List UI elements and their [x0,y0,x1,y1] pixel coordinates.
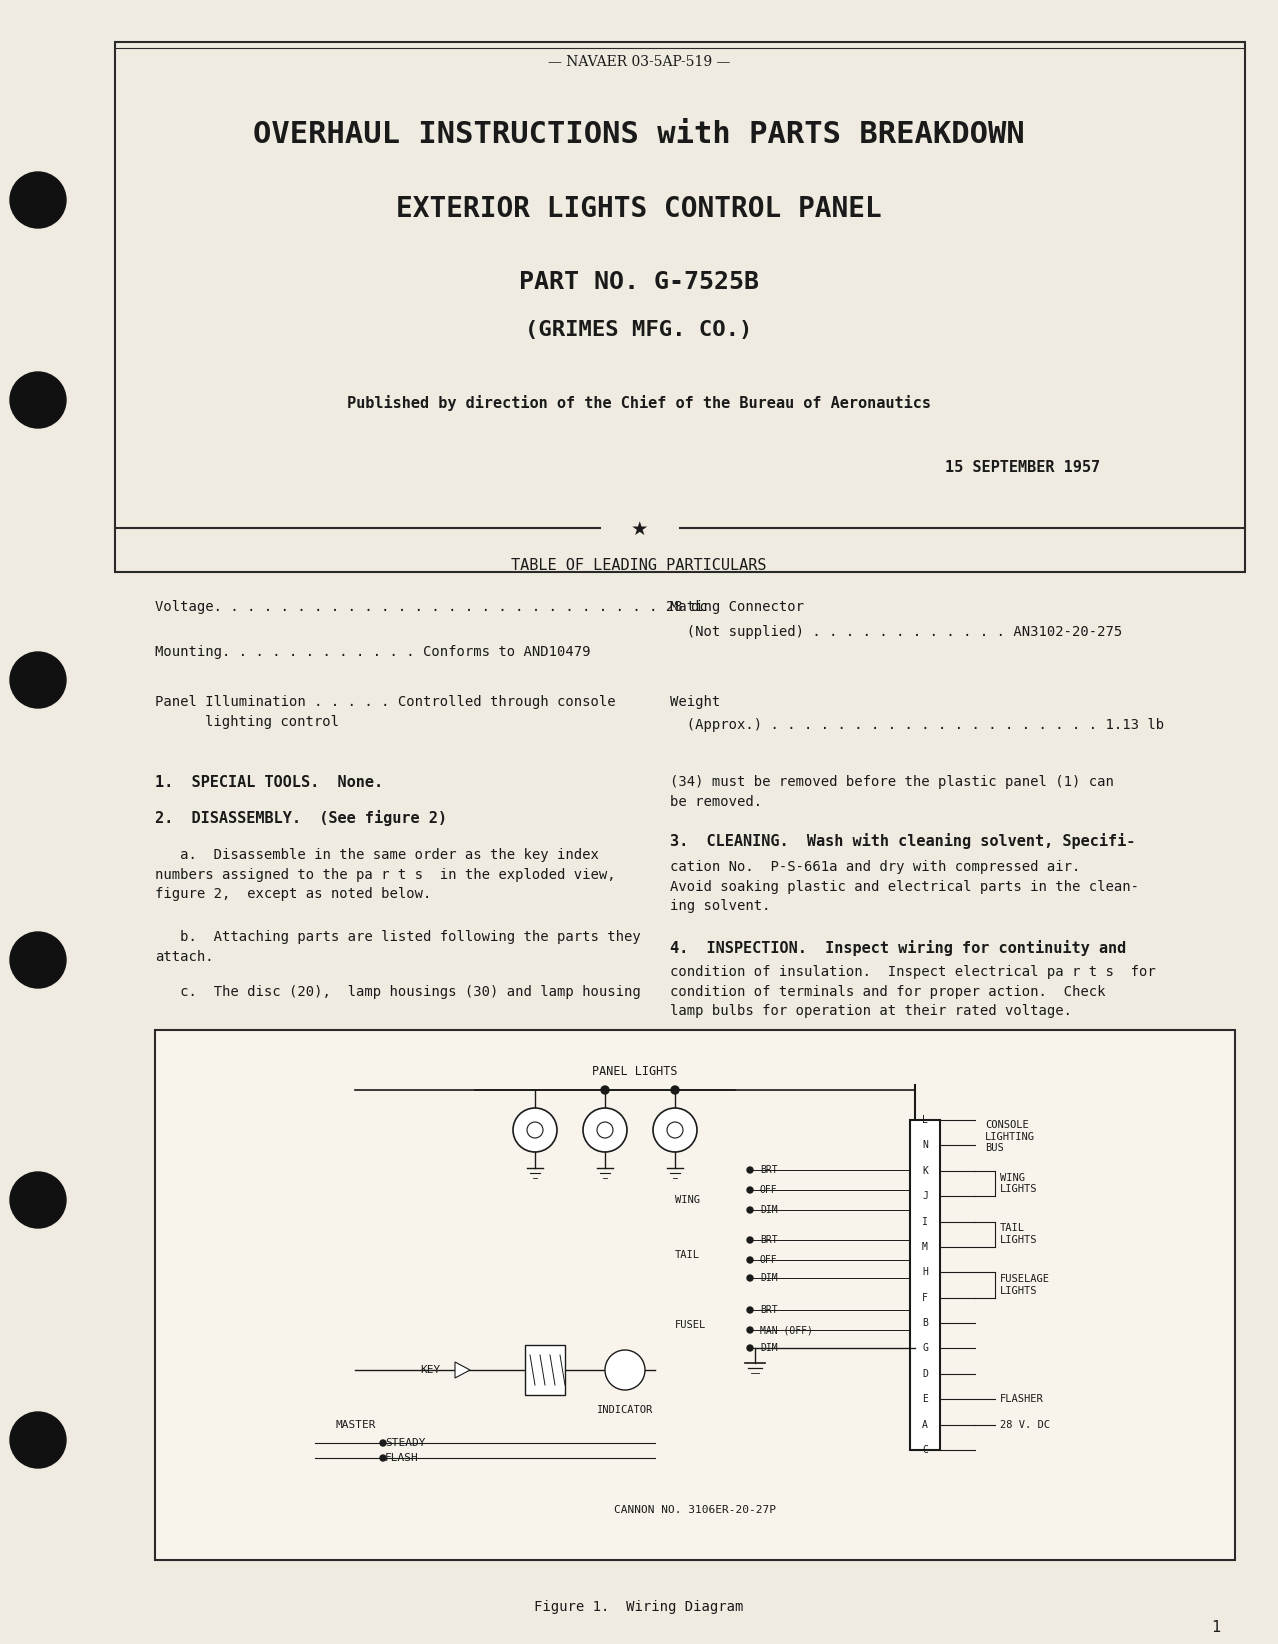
Text: condition of insulation.  Inspect electrical pa r t s  for
condition of terminal: condition of insulation. Inspect electri… [670,965,1155,1018]
Text: BRT: BRT [760,1305,777,1315]
Text: a.  Disassemble in the same order as the key index
numbers assigned to the pa r : a. Disassemble in the same order as the … [155,848,616,901]
Text: FLASHER: FLASHER [999,1394,1044,1404]
Text: I: I [921,1217,928,1226]
Text: Published by direction of the Chief of the Bureau of Aeronautics: Published by direction of the Chief of t… [348,395,930,411]
Text: EXTERIOR LIGHTS CONTROL PANEL: EXTERIOR LIGHTS CONTROL PANEL [396,196,882,224]
Text: STEADY: STEADY [385,1438,426,1448]
Text: lighting control: lighting control [204,715,339,728]
Text: BRT: BRT [760,1235,777,1245]
Text: DIM: DIM [760,1343,777,1353]
Text: N: N [921,1141,928,1151]
Polygon shape [455,1361,470,1378]
Text: WING
LIGHTS: WING LIGHTS [999,1172,1038,1194]
Text: Figure 1.  Wiring Diagram: Figure 1. Wiring Diagram [534,1600,744,1614]
Text: BRT: BRT [760,1166,777,1175]
Circle shape [671,1087,679,1093]
Text: (GRIMES MFG. CO.): (GRIMES MFG. CO.) [525,321,753,340]
Text: Panel Illumination . . . . . Controlled through console: Panel Illumination . . . . . Controlled … [155,695,616,709]
Circle shape [10,1172,66,1228]
Circle shape [748,1307,753,1314]
Text: CANNON NO. 3106ER-20-27P: CANNON NO. 3106ER-20-27P [613,1504,776,1516]
Text: J: J [921,1192,928,1202]
Circle shape [748,1236,753,1243]
Circle shape [748,1207,753,1213]
Text: D: D [921,1369,928,1379]
Text: (Not supplied) . . . . . . . . . . . . AN3102-20-275: (Not supplied) . . . . . . . . . . . . A… [670,625,1122,640]
Circle shape [748,1276,753,1281]
Text: 1: 1 [1210,1619,1220,1636]
Text: 1.  SPECIAL TOOLS.  None.: 1. SPECIAL TOOLS. None. [155,774,383,791]
Circle shape [10,372,66,427]
Text: FUSELAGE
LIGHTS: FUSELAGE LIGHTS [999,1274,1051,1295]
Text: 3.  CLEANING.  Wash with cleaning solvent, Specifi-: 3. CLEANING. Wash with cleaning solvent,… [670,834,1135,848]
Text: M: M [921,1241,928,1253]
Circle shape [601,1087,610,1093]
Text: Voltage. . . . . . . . . . . . . . . . . . . . . . . . . . . 28 dc: Voltage. . . . . . . . . . . . . . . . .… [155,600,708,613]
Text: (Approx.) . . . . . . . . . . . . . . . . . . . . 1.13 lb: (Approx.) . . . . . . . . . . . . . . . … [670,718,1164,732]
Text: WING: WING [675,1195,700,1205]
Text: 4.  INSPECTION.  Inspect wiring for continuity and: 4. INSPECTION. Inspect wiring for contin… [670,940,1126,957]
Circle shape [512,1108,557,1152]
Text: PART NO. G-7525B: PART NO. G-7525B [519,270,759,294]
Text: Weight: Weight [670,695,721,709]
Bar [115,43,1245,572]
Text: TAIL: TAIL [675,1249,700,1259]
Text: Mounting. . . . . . . . . . . . Conforms to AND10479: Mounting. . . . . . . . . . . . Conforms… [155,644,590,659]
Text: PANEL LIGHTS: PANEL LIGHTS [592,1065,677,1078]
Text: MAN (OFF): MAN (OFF) [760,1325,813,1335]
Text: Mating Connector: Mating Connector [670,600,804,613]
Text: ★: ★ [630,520,648,539]
Circle shape [583,1108,627,1152]
Bar [525,1345,565,1396]
Text: TAIL
LIGHTS: TAIL LIGHTS [999,1223,1038,1245]
Circle shape [748,1167,753,1174]
Circle shape [10,1412,66,1468]
Circle shape [10,173,66,229]
Text: G: G [921,1343,928,1353]
Text: E: E [921,1394,928,1404]
Text: DIM: DIM [760,1272,777,1282]
Circle shape [653,1108,697,1152]
Text: F: F [921,1292,928,1302]
Text: INDICATOR: INDICATOR [597,1406,653,1415]
Bar [910,1120,941,1450]
Text: OFF: OFF [760,1185,777,1195]
Circle shape [380,1440,386,1447]
Circle shape [380,1455,386,1462]
Text: A: A [921,1420,928,1430]
Text: cation No.  P-S-661a and dry with compressed air.
Avoid soaking plastic and elec: cation No. P-S-661a and dry with compres… [670,860,1139,912]
Text: 2.  DISASSEMBLY.  (See figure 2): 2. DISASSEMBLY. (See figure 2) [155,810,447,825]
Text: (34) must be removed before the plastic panel (1) can
be removed.: (34) must be removed before the plastic … [670,774,1114,809]
Text: MASTER: MASTER [335,1420,376,1430]
Text: TABLE OF LEADING PARTICULARS: TABLE OF LEADING PARTICULARS [511,557,767,574]
Text: b.  Attaching parts are listed following the parts they
attach.: b. Attaching parts are listed following … [155,931,640,963]
Text: K: K [921,1166,928,1175]
Circle shape [527,1121,543,1138]
Circle shape [748,1258,753,1263]
Circle shape [604,1350,645,1389]
Text: FLASH: FLASH [385,1453,419,1463]
Circle shape [748,1187,753,1194]
Text: OVERHAUL INSTRUCTIONS with PARTS BREAKDOWN: OVERHAUL INSTRUCTIONS with PARTS BREAKDO… [253,120,1025,150]
Circle shape [597,1121,613,1138]
Circle shape [10,653,66,709]
Circle shape [10,932,66,988]
Text: B: B [921,1318,928,1328]
Bar [155,1031,1235,1560]
Text: — NAVAER 03-5AP-519 —: — NAVAER 03-5AP-519 — [548,54,730,69]
Circle shape [748,1327,753,1333]
Text: DIM: DIM [760,1205,777,1215]
Text: CONSOLE
LIGHTING
BUS: CONSOLE LIGHTING BUS [985,1120,1035,1152]
Text: C: C [921,1445,928,1455]
Text: KEY: KEY [420,1365,440,1374]
Text: c.  The disc (20),  lamp housings (30) and lamp housing: c. The disc (20), lamp housings (30) and… [155,985,640,1000]
Text: L: L [921,1115,928,1124]
Text: 28 V. DC: 28 V. DC [999,1420,1051,1430]
Text: FUSEL: FUSEL [675,1320,707,1330]
Text: OFF: OFF [760,1254,777,1264]
Circle shape [667,1121,682,1138]
Circle shape [748,1345,753,1351]
Text: 15 SEPTEMBER 1957: 15 SEPTEMBER 1957 [944,460,1100,475]
Text: H: H [921,1268,928,1277]
